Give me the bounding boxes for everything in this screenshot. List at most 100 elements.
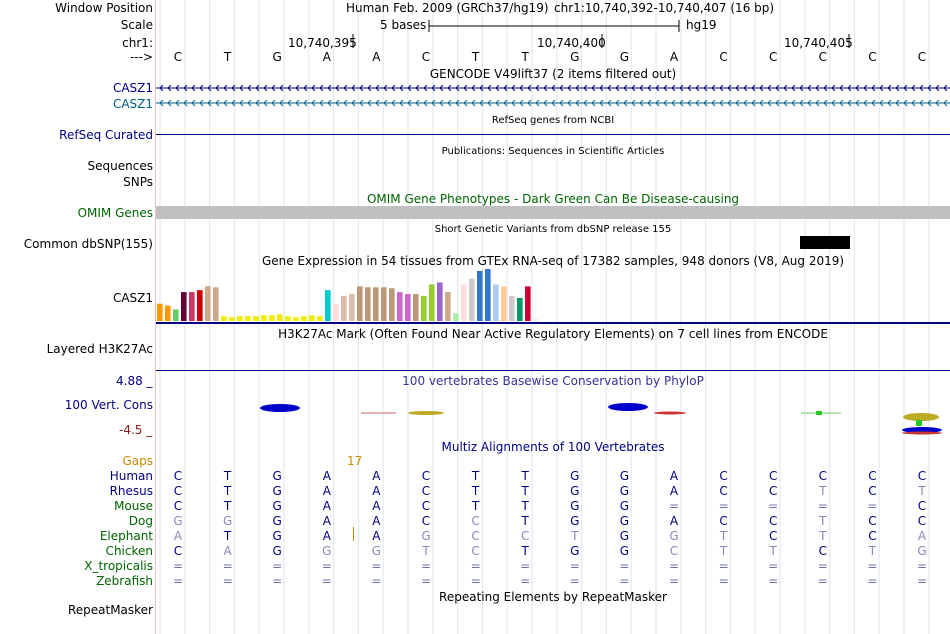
refseq-label[interactable]: RefSeq Curated (59, 128, 153, 142)
aligned-base: T (223, 484, 232, 498)
phylop-title[interactable]: 100 vertebrates Basewise Conservation by… (402, 374, 704, 388)
strand-chevron (159, 99, 164, 107)
strand-chevron (655, 99, 660, 107)
aligned-base: = (172, 559, 184, 573)
strand-chevron (919, 84, 924, 92)
ruler-tick-2: 10,740,400 (537, 36, 606, 50)
strand-chevron (663, 99, 668, 107)
aligned-base: T (223, 529, 232, 543)
species-label[interactable]: Human (109, 469, 153, 483)
aligned-base: = (768, 499, 779, 513)
strand-chevron (191, 84, 196, 92)
aligned-base: A (917, 529, 927, 543)
dbsnp-title[interactable]: Short Genetic Variants from dbSNP releas… (434, 224, 672, 235)
omim-label[interactable]: OMIM Genes (77, 206, 153, 220)
strand-chevron (679, 99, 684, 107)
strand-chevron (799, 99, 804, 107)
gtex-tissue-bar (453, 313, 459, 321)
h3k27ac-title[interactable]: H3K27Ac Mark (Often Found Near Active Re… (278, 327, 828, 341)
gtex-tissue-bar (501, 286, 507, 321)
aligned-base: C (917, 469, 927, 483)
gtex-tissue-bar (533, 319, 539, 321)
publications-label[interactable]: Sequences (87, 159, 153, 173)
strand-chevron (839, 84, 844, 92)
strand-chevron (447, 84, 452, 92)
species-label[interactable]: Rhesus (109, 484, 153, 498)
species-label[interactable]: Mouse (114, 499, 153, 513)
aligned-base: A (372, 484, 381, 498)
gtex-tissue-bar (173, 309, 179, 321)
phylop-logo[interactable] (156, 400, 950, 436)
species-label[interactable]: X_tropicalis (84, 559, 153, 573)
gap-count: 17 (347, 454, 363, 468)
strand-chevron (727, 84, 732, 92)
ref-base: G (570, 50, 580, 64)
strand-chevron (167, 84, 172, 92)
position-range-link[interactable]: chr1:10,740,392-10,740,407 (16 bp) (554, 1, 775, 15)
strand-chevron (471, 99, 476, 107)
omim-title[interactable]: OMIM Gene Phenotypes - Dark Green Can Be… (366, 192, 740, 206)
gtex-tissue-bar (253, 316, 259, 321)
strand-chevron (799, 84, 804, 92)
gtex-tissue-bar (325, 290, 331, 321)
species-label[interactable]: Zebrafish (96, 574, 153, 588)
aligned-base: T (223, 499, 232, 513)
strand-chevron (623, 99, 628, 107)
aligned-base: A (669, 484, 679, 498)
dbsnp-variant[interactable] (800, 236, 850, 249)
aligned-base: C (868, 484, 877, 498)
assembly-text: Human Feb. 2009 (GRCh37/hg19) (346, 1, 549, 15)
strand-chevron (591, 84, 596, 92)
repeatmasker-title[interactable]: Repeating Elements by RepeatMasker (439, 590, 667, 604)
strand-chevron (407, 84, 412, 92)
strand-chevron (439, 84, 444, 92)
aligned-base: = (768, 559, 779, 573)
phylop-label[interactable]: 100 Vert. Cons (64, 398, 153, 412)
aligned-base: = (619, 559, 630, 573)
repeatmasker-label[interactable]: RepeatMasker (67, 603, 153, 617)
refseq-gene-line[interactable] (156, 134, 950, 135)
logo-G-1 (260, 404, 300, 412)
gtex-tissue-bar (189, 292, 195, 321)
species-label[interactable]: Chicken (105, 544, 153, 558)
refseq-title[interactable]: RefSeq genes from NCBI (491, 115, 615, 126)
gencode-item-2-label[interactable]: CASZ1 (112, 97, 153, 111)
gtex-gene-label[interactable]: CASZ1 (112, 291, 153, 305)
gencode-item-1-label[interactable]: CASZ1 (112, 81, 153, 95)
gtex-title[interactable]: Gene Expression in 54 tissues from GTEx … (261, 254, 845, 268)
omim-gene-bar[interactable] (156, 206, 950, 219)
strand-chevron (863, 84, 868, 92)
aligned-base: G (619, 484, 630, 498)
strand-chevron (735, 99, 740, 107)
strand-chevron (759, 99, 764, 107)
aligned-base: = (520, 559, 531, 573)
h3k27ac-label[interactable]: Layered H3K27Ac (46, 342, 153, 356)
gencode-title[interactable]: GENCODE V49lift37 (2 items filtered out) (429, 67, 677, 81)
species-label[interactable]: Dog (128, 514, 153, 528)
aligned-base: = (668, 499, 680, 513)
publications-title[interactable]: Publications: Sequences in Scientific Ar… (441, 146, 665, 157)
gtex-barchart[interactable] (156, 268, 950, 324)
strand-chevron (575, 99, 580, 107)
ruler-tick-1: 10,740,395 (288, 36, 357, 50)
strand-chevron (351, 99, 356, 107)
strand-chevron (903, 99, 908, 107)
strand-chevron (935, 84, 940, 92)
strand-chevron (695, 99, 700, 107)
strand-chevron (319, 99, 324, 107)
multiz-title[interactable]: Multiz Alignments of 100 Vertebrates (441, 440, 665, 454)
strand-chevron (831, 99, 836, 107)
gencode-transcripts[interactable] (156, 82, 950, 112)
snps-label[interactable]: SNPs (123, 175, 153, 189)
aligned-base: = (371, 574, 382, 588)
strand-chevron (327, 84, 332, 92)
aligned-base: C (768, 514, 778, 528)
strand-chevron (791, 99, 796, 107)
species-label[interactable]: Elephant (99, 529, 153, 543)
gtex-tissue-bar (309, 315, 315, 321)
phylop-ymin: -4.5 _ (119, 423, 153, 437)
aligned-base: C (868, 514, 877, 528)
strand-chevron (159, 84, 164, 92)
strand-chevron (823, 84, 828, 92)
dbsnp-label[interactable]: Common dbSNP(155) (23, 237, 153, 251)
